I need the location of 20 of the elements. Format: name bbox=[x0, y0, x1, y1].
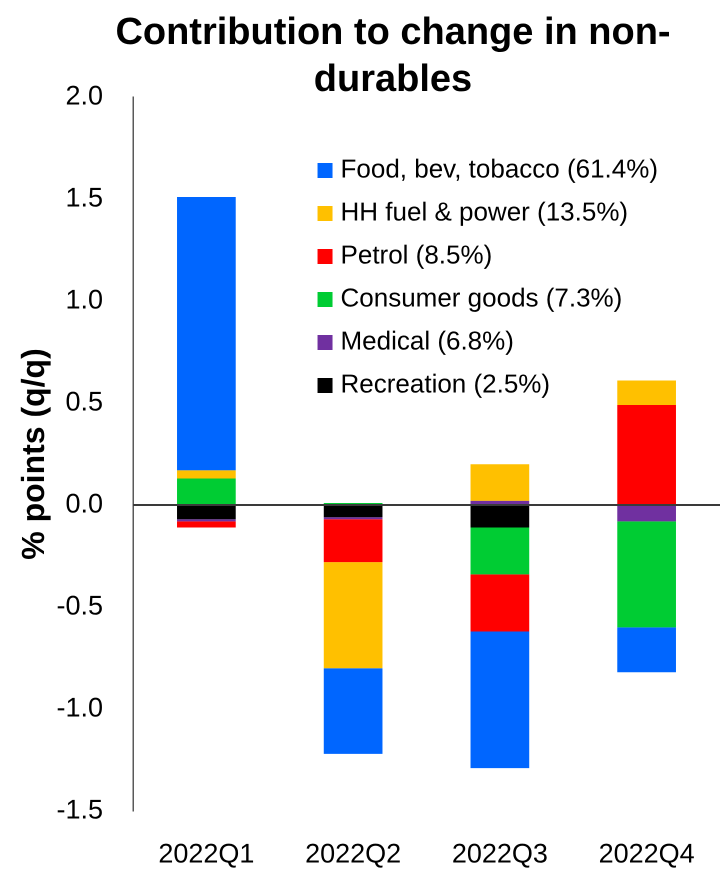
legend-label: Consumer goods (7.3%) bbox=[340, 282, 622, 313]
x-tick-label: 2022Q1 bbox=[158, 838, 254, 869]
y-tick-label: 1.0 bbox=[65, 284, 103, 314]
legend-label: Petrol (8.5%) bbox=[340, 240, 492, 270]
legend-label: HH fuel & power (13.5%) bbox=[340, 196, 628, 227]
y-tick-label: -0.5 bbox=[56, 590, 103, 620]
y-tick-label: -1.0 bbox=[56, 692, 103, 722]
y-tick-label: -1.5 bbox=[56, 794, 103, 824]
y-axis-title: % points (q/q) bbox=[15, 348, 52, 560]
y-tick-label: 0.5 bbox=[65, 386, 103, 416]
legend-label: Food, bev, tobacco (61.4%) bbox=[340, 154, 658, 184]
legend-label: Recreation (2.5%) bbox=[340, 368, 550, 399]
x-tick-label: 2022Q3 bbox=[452, 838, 548, 869]
y-tick-label: 1.5 bbox=[65, 182, 103, 212]
y-tick-label: 0.0 bbox=[65, 488, 103, 518]
y-tick-label: 2.0 bbox=[65, 80, 103, 110]
x-tick-label: 2022Q2 bbox=[305, 838, 402, 869]
chart-title: Contribution to change in non-durables bbox=[115, 11, 671, 100]
legend-label: Medical (6.8%) bbox=[340, 326, 514, 356]
x-tick-label: 2022Q4 bbox=[598, 838, 695, 869]
